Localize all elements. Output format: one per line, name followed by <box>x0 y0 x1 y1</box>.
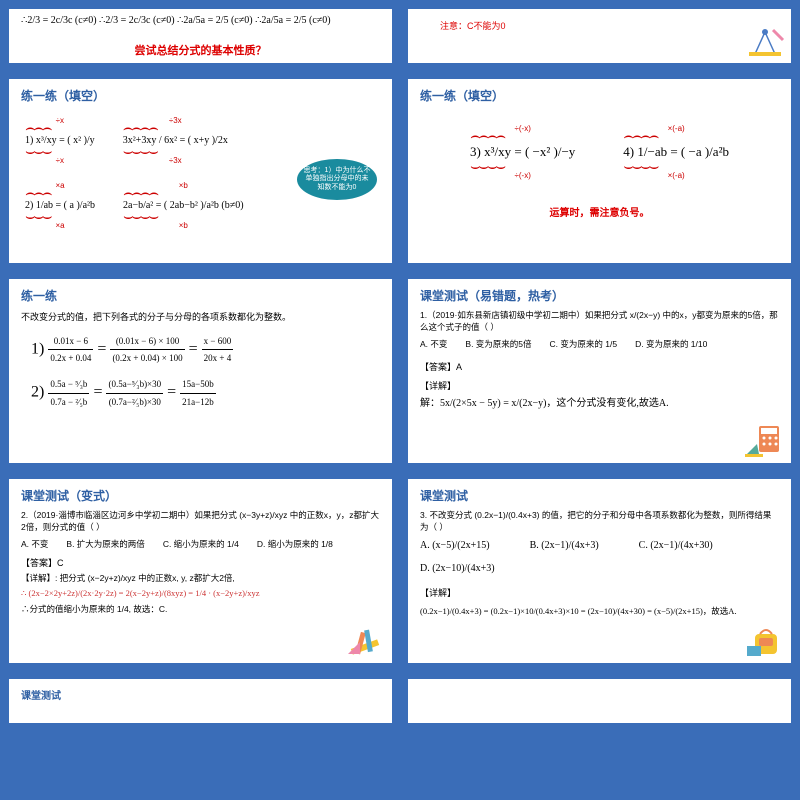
slide-r5-right <box>405 676 794 726</box>
options: A. 不变 B. 扩大为原来的两倍 C. 缩小为原来的 1/4 D. 缩小为原来… <box>21 538 380 550</box>
detail3: ∴分式的值缩小为原来的 1/4, 故选：C. <box>21 603 380 615</box>
options: A. (x−5)/(2x+15) B. (2x−1)/(4x+3) C. (2x… <box>420 538 779 576</box>
eq-box-1b: ÷3x ⌢⌢⌢⌢ 3x²+3xy / 6x² = ( x+y )/2x ⌣⌣⌣⌣… <box>123 116 228 165</box>
answer: 【答案】C <box>21 556 380 569</box>
slide-r3-right: 课堂测试（易错题，热考） 1.（2019·如东县新店镇初级中学初二期中）如果把分… <box>405 276 794 466</box>
answer: 【答案】A <box>420 360 779 373</box>
detail1: 【详解】: 把分式 (x−2y+z)/xyz 中的正数x, y, z都扩大2倍, <box>21 572 380 584</box>
question: 3. 不改变分式 (0.2x−1)/(0.4x+3) 的值，把它的分子和分母中各… <box>420 510 779 534</box>
schoolbag-icon <box>745 624 785 659</box>
expr-line: ∴2/3 = 2c/3c (c≠0) ∴2/3 = 2c/3c (c≠0) ∴2… <box>21 13 380 28</box>
detail-body: 解：5x/(2×5x − 5y) = x/(2x−y)，这个分式没有变化,故选A… <box>420 396 779 411</box>
title: 练一练（填空） <box>21 87 380 104</box>
eq2: 2) 0.5a − ⁵⁄₃b0.7a − ²⁄₅b = (0.5a−⁵⁄₃b)×… <box>31 376 380 409</box>
eq-box-4: ×(-a) ⌢⌢⌢⌢ 4) 1/−ab = ( −a )/a²b ⌣⌣⌣⌣ ×(… <box>623 124 729 180</box>
think-bubble: 思考：1）中为什么不单独指出分母中的未知数不能为0 <box>297 159 377 200</box>
ruler-pencil-icon <box>346 624 386 659</box>
red-note: 尝试总结分式的基本性质？ <box>21 42 380 58</box>
title: 练一练（填空） <box>420 87 779 104</box>
calculator-icon <box>745 424 785 459</box>
slide-r1-left: ∴2/3 = 2c/3c (c≠0) ∴2/3 = 2c/3c (c≠0) ∴2… <box>6 6 395 66</box>
title: 练一练 <box>21 287 380 304</box>
note-c-zero: 注意：C不能为0 <box>440 19 779 32</box>
eq-box-3: ÷(-x) ⌢⌢⌢⌢ 3) x³/xy = ( −x² )/−y ⌣⌣⌣⌣ ÷(… <box>470 124 575 180</box>
compass-icon <box>745 24 785 59</box>
slide-r1-right: 注意：C不能为0 <box>405 6 794 66</box>
question: 1.（2019·如东县新店镇初级中学初二期中）如果把分式 x/(2x−y) 中的… <box>420 310 779 334</box>
eq1: 1) 0.01x − 60.2x + 0.04 = (0.01x − 6) × … <box>31 333 380 366</box>
title: 课堂测试（变式） <box>21 487 380 504</box>
detail-body: (0.2x−1)/(0.4x+3) = (0.2x−1)×10/(0.4x+3)… <box>420 605 779 618</box>
slide-r5-left: 课堂测试 <box>6 676 395 726</box>
eq-box-1: ÷x ⌢⌢⌢ 1) x³/xy = ( x² )/y ⌣⌣⌣ ÷x <box>25 116 95 165</box>
slide-r3-left: 练一练 不改变分式的值，把下列各式的分子与分母的各项系数都化为整数。 1) 0.… <box>6 276 395 466</box>
desc: 不改变分式的值，把下列各式的分子与分母的各项系数都化为整数。 <box>21 310 380 323</box>
title: 课堂测试 <box>420 487 779 504</box>
slide-r2-left: 练一练（填空） ÷x ⌢⌢⌢ 1) x³/xy = ( x² )/y ⌣⌣⌣ ÷… <box>6 76 395 266</box>
slide-r2-right: 练一练（填空） ÷(-x) ⌢⌢⌢⌢ 3) x³/xy = ( −x² )/−y… <box>405 76 794 266</box>
eq-box-2b: ×b ⌢⌢⌢⌢ 2a−b/a² = ( 2ab−b² )/a²b (b≠0) ⌣… <box>123 181 244 230</box>
neg-note: 运算时，需注意负号。 <box>420 204 779 219</box>
slide-r4-left: 课堂测试（变式） 2.（2019·淄博市临淄区边河乡中学初二期中）如果把分式 (… <box>6 476 395 666</box>
detail2: ∴ (2x−2×2y+2z)/(2x·2y·2z) = 2(x−2y+z)/(8… <box>21 587 380 600</box>
detail-label: 【详解】 <box>420 379 779 392</box>
slide-r4-right: 课堂测试 3. 不改变分式 (0.2x−1)/(0.4x+3) 的值，把它的分子… <box>405 476 794 666</box>
eq-box-2: ×a ⌢⌢⌢ 2) 1/ab = ( a )/a²b ⌣⌣⌣ ×a <box>25 181 95 230</box>
options: A. 不变 B. 变为原来的5倍 C. 变为原来的 1/5 D. 变为原来的 1… <box>420 338 779 350</box>
partial-title: 课堂测试 <box>21 687 380 702</box>
detail-label: 【详解】 <box>420 586 779 599</box>
question: 2.（2019·淄博市临淄区边河乡中学初二期中）如果把分式 (x−3y+z)/x… <box>21 510 380 534</box>
title: 课堂测试（易错题，热考） <box>420 287 779 304</box>
